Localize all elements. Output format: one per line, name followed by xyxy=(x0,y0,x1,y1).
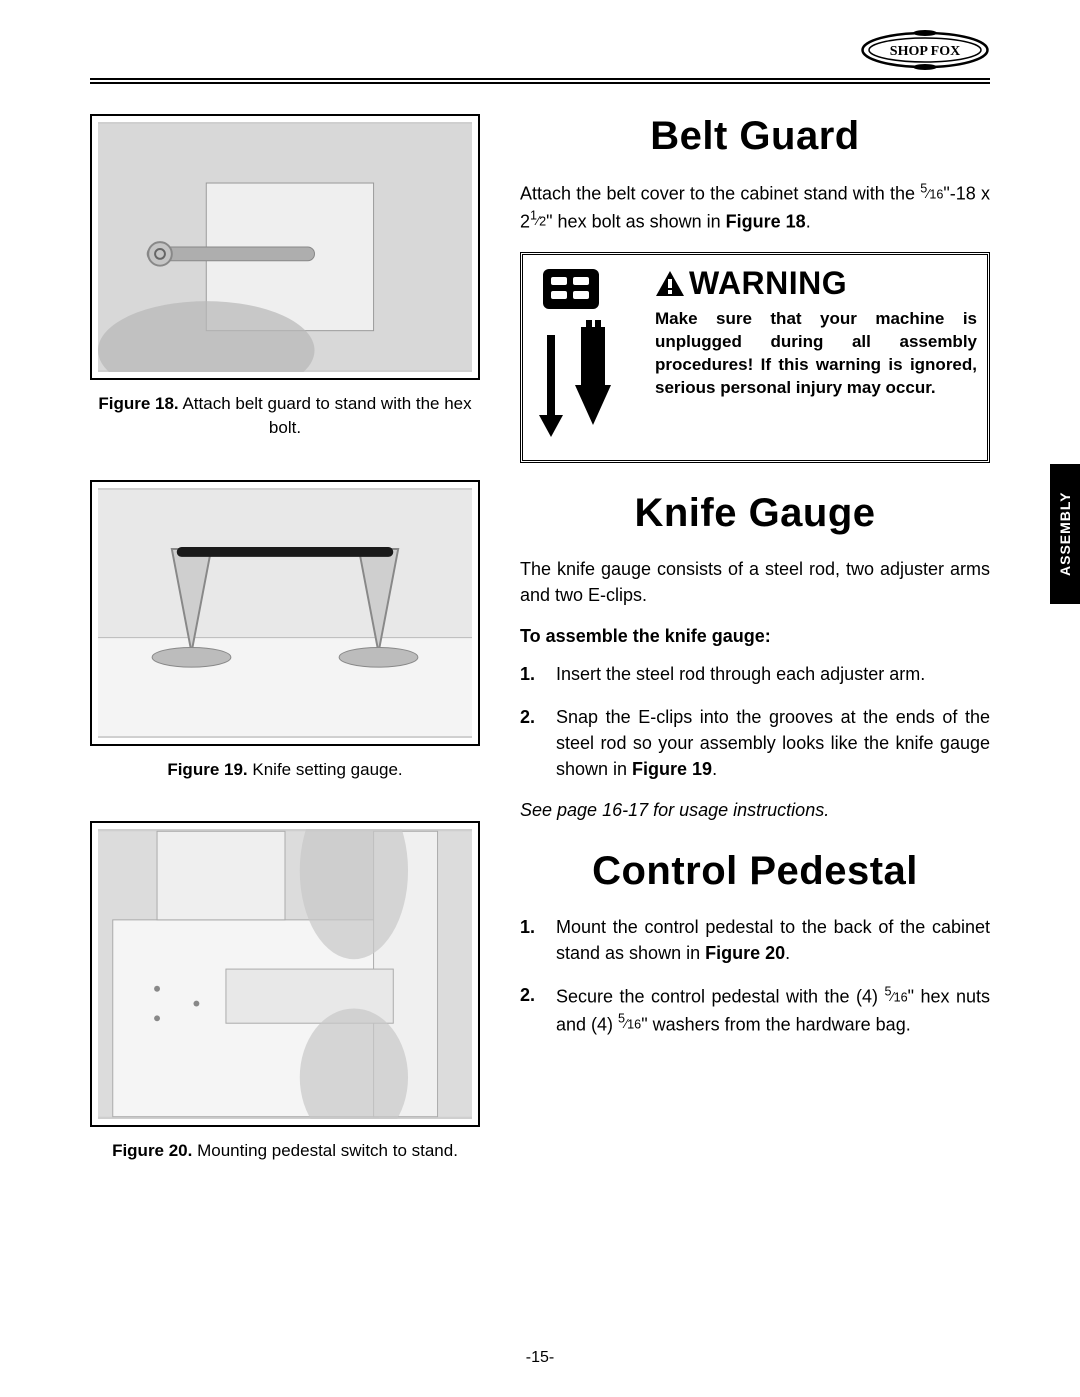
svg-text:SHOP FOX: SHOP FOX xyxy=(890,44,960,59)
page-header: SHOP FOX xyxy=(90,30,990,70)
knife-gauge-step-2: Snap the E-clips into the grooves at the… xyxy=(520,704,990,782)
warning-body-text: Make sure that your machine is unplugged… xyxy=(655,308,977,400)
figure-19-block: Figure 19. Knife setting gauge. xyxy=(90,480,480,782)
knife-gauge-steps: Insert the steel rod through each adjust… xyxy=(520,661,990,781)
warning-box: WARNING Make sure that your machine is u… xyxy=(520,252,990,463)
header-rule xyxy=(90,78,990,84)
figure-19-caption: Figure 19. Knife setting gauge. xyxy=(90,758,480,782)
figure-18-caption: Figure 18. Attach belt guard to stand wi… xyxy=(90,392,480,440)
figure-20-image xyxy=(98,829,472,1119)
figure-18-frame xyxy=(90,114,480,380)
page-number: -15- xyxy=(0,1349,1080,1367)
belt-guard-title: Belt Guard xyxy=(520,114,990,159)
figure-20-frame xyxy=(90,821,480,1127)
belt-guard-intro: Attach the belt cover to the cabinet sta… xyxy=(520,179,990,234)
figure-20-caption: Figure 20. Mounting pedestal switch to s… xyxy=(90,1139,480,1163)
figure-18-caption-text: Attach belt guard to stand with the hex … xyxy=(182,394,471,437)
figure-20-label: Figure 20. xyxy=(112,1141,192,1160)
section-tab: ASSEMBLY xyxy=(1050,464,1080,604)
figure-18-image xyxy=(98,122,472,372)
figure-19-image xyxy=(98,488,472,738)
warning-title: WARNING xyxy=(655,265,977,302)
knife-gauge-title: Knife Gauge xyxy=(520,491,990,536)
figure-20-block: Figure 20. Mounting pedestal switch to s… xyxy=(90,821,480,1163)
knife-gauge-note: See page 16-17 for usage instructions. xyxy=(520,800,990,821)
warning-text: WARNING Make sure that your machine is u… xyxy=(655,265,977,450)
figure-20-caption-text: Mounting pedestal switch to stand. xyxy=(197,1141,458,1160)
unplugged-icon xyxy=(533,265,641,450)
knife-gauge-subheading: To assemble the knife gauge: xyxy=(520,626,990,647)
figure-18-label: Figure 18. xyxy=(98,394,178,413)
brand-logo: SHOP FOX xyxy=(860,30,990,70)
warning-triangle-icon xyxy=(655,270,685,298)
knife-gauge-step-1: Insert the steel rod through each adjust… xyxy=(520,661,990,687)
control-pedestal-step-1: Mount the control pedestal to the back o… xyxy=(520,914,990,966)
figure-19-label: Figure 19. xyxy=(167,760,247,779)
figure-18-block: Figure 18. Attach belt guard to stand wi… xyxy=(90,114,480,440)
control-pedestal-title: Control Pedestal xyxy=(520,849,990,894)
left-column: Figure 18. Attach belt guard to stand wi… xyxy=(90,114,480,1203)
figure-19-caption-text: Knife setting gauge. xyxy=(252,760,402,779)
figure-19-frame xyxy=(90,480,480,746)
control-pedestal-step-2: Secure the control pedestal with the (4)… xyxy=(520,982,990,1037)
page-body: ASSEMBLY Figure 18. Attach belt xyxy=(90,114,990,1203)
control-pedestal-steps: Mount the control pedestal to the back o… xyxy=(520,914,990,1037)
right-column: Belt Guard Attach the belt cover to the … xyxy=(520,114,990,1203)
knife-gauge-intro: The knife gauge consists of a steel rod,… xyxy=(520,556,990,608)
